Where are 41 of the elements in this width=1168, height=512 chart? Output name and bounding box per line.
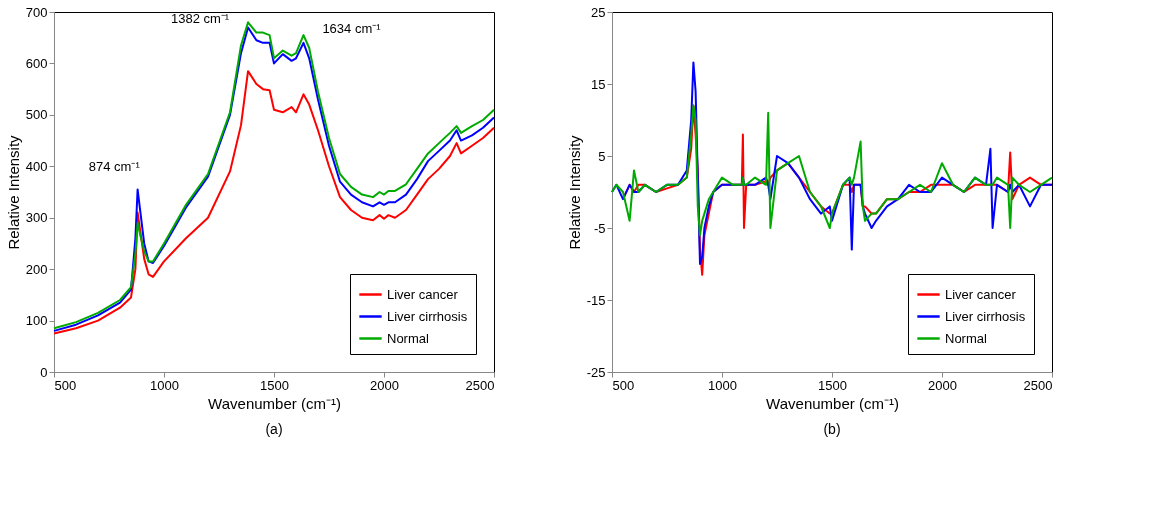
y-tick-label: 15: [591, 76, 606, 92]
line-series: [611, 104, 1053, 237]
y-tick-label: -25: [586, 364, 606, 380]
x-axis-title: Wavenumber (cm⁻¹): [766, 394, 899, 412]
x-tick-label: 1000: [708, 377, 737, 393]
y-tick-label: -5: [593, 220, 606, 236]
x-tick-label: 2000: [928, 377, 957, 393]
x-tick-label: 2500: [1023, 377, 1053, 393]
line-series: [53, 70, 495, 335]
legend-label: Liver cirrhosis: [387, 308, 468, 324]
y-tick-label: 400: [25, 158, 48, 174]
y-axis-title: Relative Intensity: [4, 134, 22, 250]
x-tick-label: 1000: [150, 377, 179, 393]
annotation: 1382 cm⁻¹: [170, 11, 230, 27]
y-tick-label: 700: [25, 4, 48, 20]
x-tick-label: 1500: [818, 377, 847, 393]
x-tick-label: 500: [54, 377, 77, 393]
x-tick-label: 2500: [465, 377, 495, 393]
text: (b): [823, 421, 841, 437]
x-tick-label: 1500: [260, 377, 289, 393]
y-tick-label: 100: [25, 313, 48, 329]
x-tick-label: 500: [612, 377, 635, 393]
text: (a): [265, 421, 283, 437]
y-tick-label: 5: [598, 148, 606, 164]
x-axis-title: Wavenumber (cm⁻¹): [208, 394, 341, 412]
legend-label: Liver cancer: [387, 286, 459, 302]
annotation: 1634 cm⁻¹: [322, 21, 382, 37]
y-tick-label: 200: [25, 261, 48, 277]
y-tick-label: 0: [40, 364, 48, 380]
y-axis-title: Relative Intensity: [565, 134, 583, 250]
legend-label: Normal: [945, 330, 988, 346]
legend-label: Normal: [387, 330, 430, 346]
y-tick-label: 600: [25, 55, 48, 71]
legend-label: Liver cancer: [945, 286, 1017, 302]
y-tick-label: 500: [25, 107, 48, 123]
y-tick-label: 300: [25, 210, 48, 226]
x-tick-label: 2000: [370, 377, 399, 393]
y-tick-label: -15: [586, 292, 606, 308]
legend-label: Liver cirrhosis: [945, 308, 1026, 324]
y-tick-label: 25: [591, 4, 606, 20]
annotation: 874 cm⁻¹: [88, 159, 141, 175]
